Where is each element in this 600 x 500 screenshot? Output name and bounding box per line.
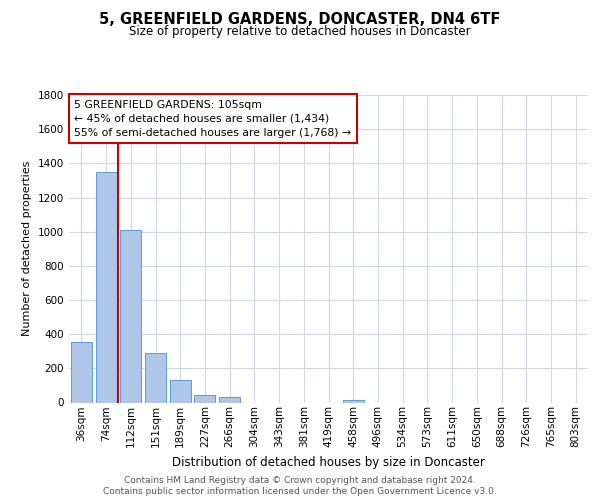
Text: 5 GREENFIELD GARDENS: 105sqm
← 45% of detached houses are smaller (1,434)
55% of: 5 GREENFIELD GARDENS: 105sqm ← 45% of de… <box>74 100 352 138</box>
Text: Size of property relative to detached houses in Doncaster: Size of property relative to detached ho… <box>129 24 471 38</box>
Text: Contains public sector information licensed under the Open Government Licence v3: Contains public sector information licen… <box>103 486 497 496</box>
Bar <box>95 172 116 402</box>
Y-axis label: Number of detached properties: Number of detached properties <box>22 161 32 336</box>
X-axis label: Distribution of detached houses by size in Doncaster: Distribution of detached houses by size … <box>172 456 485 468</box>
Text: Contains HM Land Registry data © Crown copyright and database right 2024.: Contains HM Land Registry data © Crown c… <box>124 476 476 485</box>
Bar <box>343 400 364 402</box>
Bar <box>194 395 215 402</box>
Text: 5, GREENFIELD GARDENS, DONCASTER, DN4 6TF: 5, GREENFIELD GARDENS, DONCASTER, DN4 6T… <box>100 12 500 28</box>
Bar <box>170 380 191 402</box>
Bar <box>71 342 92 402</box>
Bar <box>219 396 240 402</box>
Bar <box>120 230 141 402</box>
Bar <box>145 353 166 403</box>
